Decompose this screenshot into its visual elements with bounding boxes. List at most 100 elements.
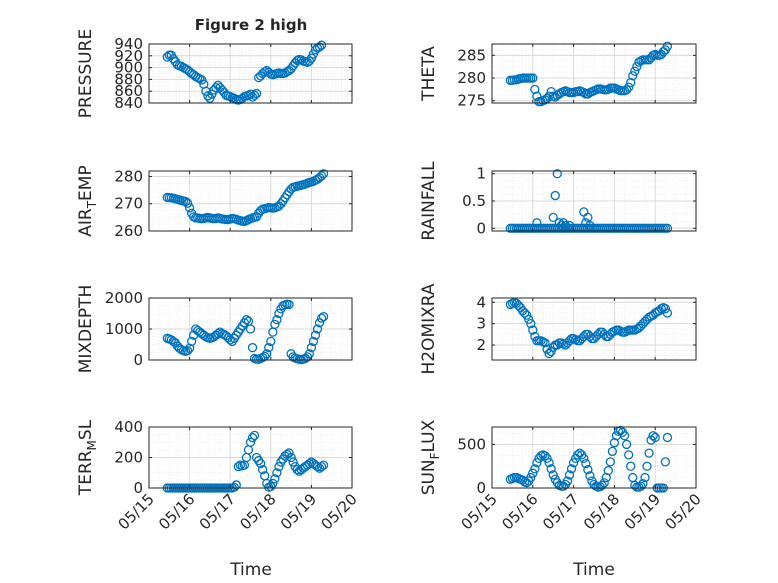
data-point — [264, 342, 274, 353]
data-point — [272, 315, 282, 325]
y-tick-label: 500 — [457, 435, 486, 453]
data-point — [260, 67, 270, 77]
axes-box — [148, 170, 353, 232]
y-tick-label: 3 — [476, 315, 486, 333]
data-point — [626, 461, 636, 471]
data-point — [662, 432, 673, 443]
data-point — [288, 457, 298, 467]
y-tick-label: 880 — [114, 70, 143, 88]
y-tick-label: 0.5 — [462, 192, 486, 210]
data-point — [528, 73, 538, 83]
y-tick-label: 260 — [114, 222, 143, 240]
data-point — [581, 458, 591, 469]
data-point — [636, 481, 646, 491]
y-axis-label: H2OMIXRA — [419, 283, 439, 374]
data-point — [182, 198, 193, 208]
y-axis-label: MIXDEPTH — [76, 285, 96, 374]
y-axis-label: RAINFALL — [419, 161, 439, 241]
data-point — [316, 313, 327, 323]
data-point — [530, 84, 540, 95]
data-point — [626, 77, 636, 88]
y-tick-label: 900 — [114, 59, 143, 77]
y-axis-label: AIRTEMP — [76, 165, 99, 236]
data-point — [532, 218, 542, 228]
figure-title: Figure 2 high — [195, 16, 308, 34]
data-point — [318, 460, 329, 470]
y-axis-label: PRESSURE — [76, 29, 96, 118]
data-point — [644, 448, 654, 458]
data-point — [624, 450, 634, 460]
y-tick-label: 0 — [476, 479, 486, 497]
data-point — [245, 324, 256, 334]
y-tick-label: 270 — [114, 195, 143, 213]
y-tick-label: 860 — [114, 82, 143, 100]
data-point — [262, 349, 272, 359]
data-point — [624, 82, 634, 92]
data-point — [597, 480, 607, 491]
data-point — [630, 66, 640, 76]
data-point — [292, 465, 302, 475]
data-point — [318, 311, 329, 322]
data-point — [247, 342, 258, 353]
y-tick-label: 1 — [476, 165, 486, 183]
data-point — [522, 310, 532, 320]
data-point — [258, 465, 268, 475]
data-point — [548, 212, 558, 223]
data-point — [662, 41, 673, 51]
data-point — [546, 346, 556, 357]
data-point — [621, 439, 632, 450]
data-point — [628, 71, 638, 81]
data-point — [564, 220, 575, 231]
data-point — [310, 330, 321, 340]
data-point — [564, 470, 575, 480]
data-point — [316, 40, 327, 50]
data-point — [272, 468, 282, 478]
data-point — [249, 430, 260, 441]
data-point — [544, 348, 554, 359]
axes-box — [491, 426, 697, 489]
axes-box — [491, 297, 697, 361]
data-point — [268, 478, 278, 489]
data-point — [266, 336, 276, 347]
data-point — [213, 328, 223, 339]
data-point — [583, 465, 593, 475]
data-point — [540, 451, 550, 461]
axes-box — [491, 43, 697, 104]
y-tick-label: 920 — [114, 47, 143, 65]
subplot-mixdepth: 0 1000 2000 MIXDEPTH — [76, 285, 353, 374]
data-point — [605, 457, 615, 467]
axes-box — [148, 43, 353, 104]
data-point — [550, 190, 560, 201]
data-point — [247, 433, 258, 443]
data-point — [184, 203, 195, 213]
y-tick-label: 2 — [476, 336, 486, 354]
subplot-theta: 275 280 285 THETA — [419, 41, 697, 110]
data-point — [251, 88, 262, 99]
data-point — [241, 315, 252, 325]
data-point — [304, 349, 315, 359]
data-point — [562, 476, 573, 486]
data-point — [245, 437, 256, 447]
data-point — [566, 464, 577, 474]
data-point — [554, 218, 564, 228]
y-tick-label: 200 — [114, 449, 143, 467]
y-tick-label: 275 — [457, 92, 486, 110]
data-point — [542, 453, 552, 464]
data-point — [540, 338, 550, 348]
data-point — [524, 314, 534, 325]
y-tick-label: 4 — [476, 293, 486, 311]
y-tick-label: 2000 — [105, 289, 143, 307]
data-point — [225, 335, 235, 345]
data-point — [546, 464, 556, 474]
x-axis-label-right: Time — [572, 560, 615, 580]
data-point — [648, 431, 658, 441]
data-point — [526, 472, 536, 483]
data-point — [180, 196, 191, 207]
y-axis-label: TERRMSL — [76, 419, 99, 496]
y-tick-label: 940 — [114, 35, 143, 53]
data-point — [270, 319, 280, 330]
data-point — [306, 342, 317, 353]
y-tick-label: 280 — [114, 167, 143, 185]
